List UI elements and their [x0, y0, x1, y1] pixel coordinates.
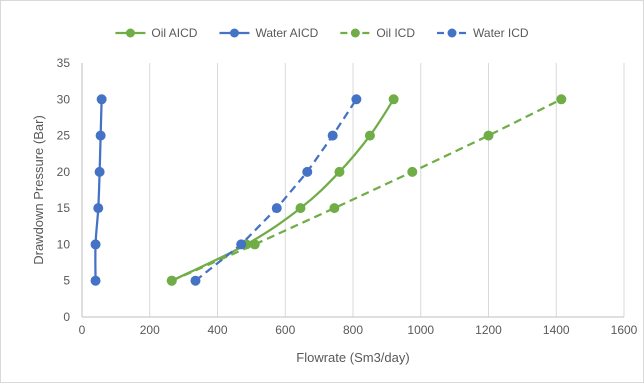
legend-item-water-aicd: Water AICD	[219, 26, 319, 40]
data-point-water-aicd	[95, 130, 106, 141]
legend-label: Water ICD	[473, 26, 529, 40]
series-oil-icd	[166, 94, 567, 286]
data-point-water-aicd	[93, 203, 104, 214]
legend-swatch-marker	[447, 28, 457, 38]
y-tick-label: 20	[57, 165, 71, 179]
data-point-oil-aicd	[295, 203, 306, 214]
x-tick-label: 1200	[475, 323, 502, 337]
legend: Oil AICD Water AICD Oil ICD Water ICD	[115, 26, 529, 40]
x-tick-label: 1000	[407, 323, 434, 337]
series-water-icd	[190, 94, 362, 286]
legend-label: Oil ICD	[376, 26, 415, 40]
y-tick-label: 15	[57, 201, 71, 215]
x-tick-label: 400	[207, 323, 227, 337]
y-tick-label: 5	[63, 274, 70, 288]
data-point-water-icd	[236, 239, 247, 250]
y-tick-label: 0	[63, 310, 70, 324]
y-axis-title: Drawdown Pressure (Bar)	[31, 115, 46, 265]
data-point-oil-icd	[329, 203, 340, 214]
data-point-oil-icd	[407, 166, 418, 177]
data-point-oil-aicd	[334, 166, 345, 177]
data-point-water-aicd	[96, 94, 107, 105]
series-line-water-icd	[194, 98, 358, 282]
x-tick-label: 200	[140, 323, 160, 337]
y-tick-label: 30	[57, 92, 71, 106]
data-point-water-aicd	[94, 166, 105, 177]
x-tick-label: 0	[79, 323, 86, 337]
data-point-water-icd	[302, 166, 313, 177]
legend-item-oil-aicd: Oil AICD	[115, 26, 198, 40]
legend-label: Water AICD	[255, 26, 318, 40]
legend-label: Oil AICD	[151, 26, 197, 40]
axes: 0 200 400 600 800 1000 1200 1400 1600 0 5 10 15 20 25 3…	[57, 56, 638, 337]
y-tick-label: 35	[57, 56, 71, 70]
data-point-oil-icd	[249, 239, 260, 250]
data-point-oil-aicd	[388, 94, 399, 105]
data-point-oil-aicd	[364, 130, 375, 141]
legend-swatch-marker	[125, 28, 135, 38]
data-point-water-icd	[190, 275, 201, 286]
legend-swatch-marker	[350, 28, 360, 38]
gridlines	[149, 63, 625, 317]
x-tick-label: 800	[343, 323, 363, 337]
data-point-water-aicd	[90, 239, 101, 250]
data-point-water-icd	[351, 94, 362, 105]
x-tick-label: 1600	[611, 323, 638, 337]
x-tick-label: 1400	[543, 323, 570, 337]
data-point-water-aicd	[90, 275, 101, 286]
data-point-water-icd	[327, 130, 338, 141]
x-axis-title: Flowrate (Sm3/day)	[296, 350, 409, 365]
legend-item-oil-icd: Oil ICD	[340, 26, 415, 40]
data-point-oil-icd	[166, 275, 177, 286]
data-point-oil-icd	[556, 94, 567, 105]
y-tick-label: 25	[57, 129, 71, 143]
x-tick-label: 600	[275, 323, 295, 337]
y-tick-label: 10	[57, 237, 71, 251]
data-point-oil-icd	[483, 130, 494, 141]
series-lines	[90, 94, 567, 286]
data-point-water-icd	[271, 203, 282, 214]
series-water-aicd	[90, 94, 107, 286]
legend-swatch-marker	[229, 28, 239, 38]
legend-item-water-icd: Water ICD	[437, 26, 529, 40]
series-line-oil-icd	[171, 98, 562, 282]
